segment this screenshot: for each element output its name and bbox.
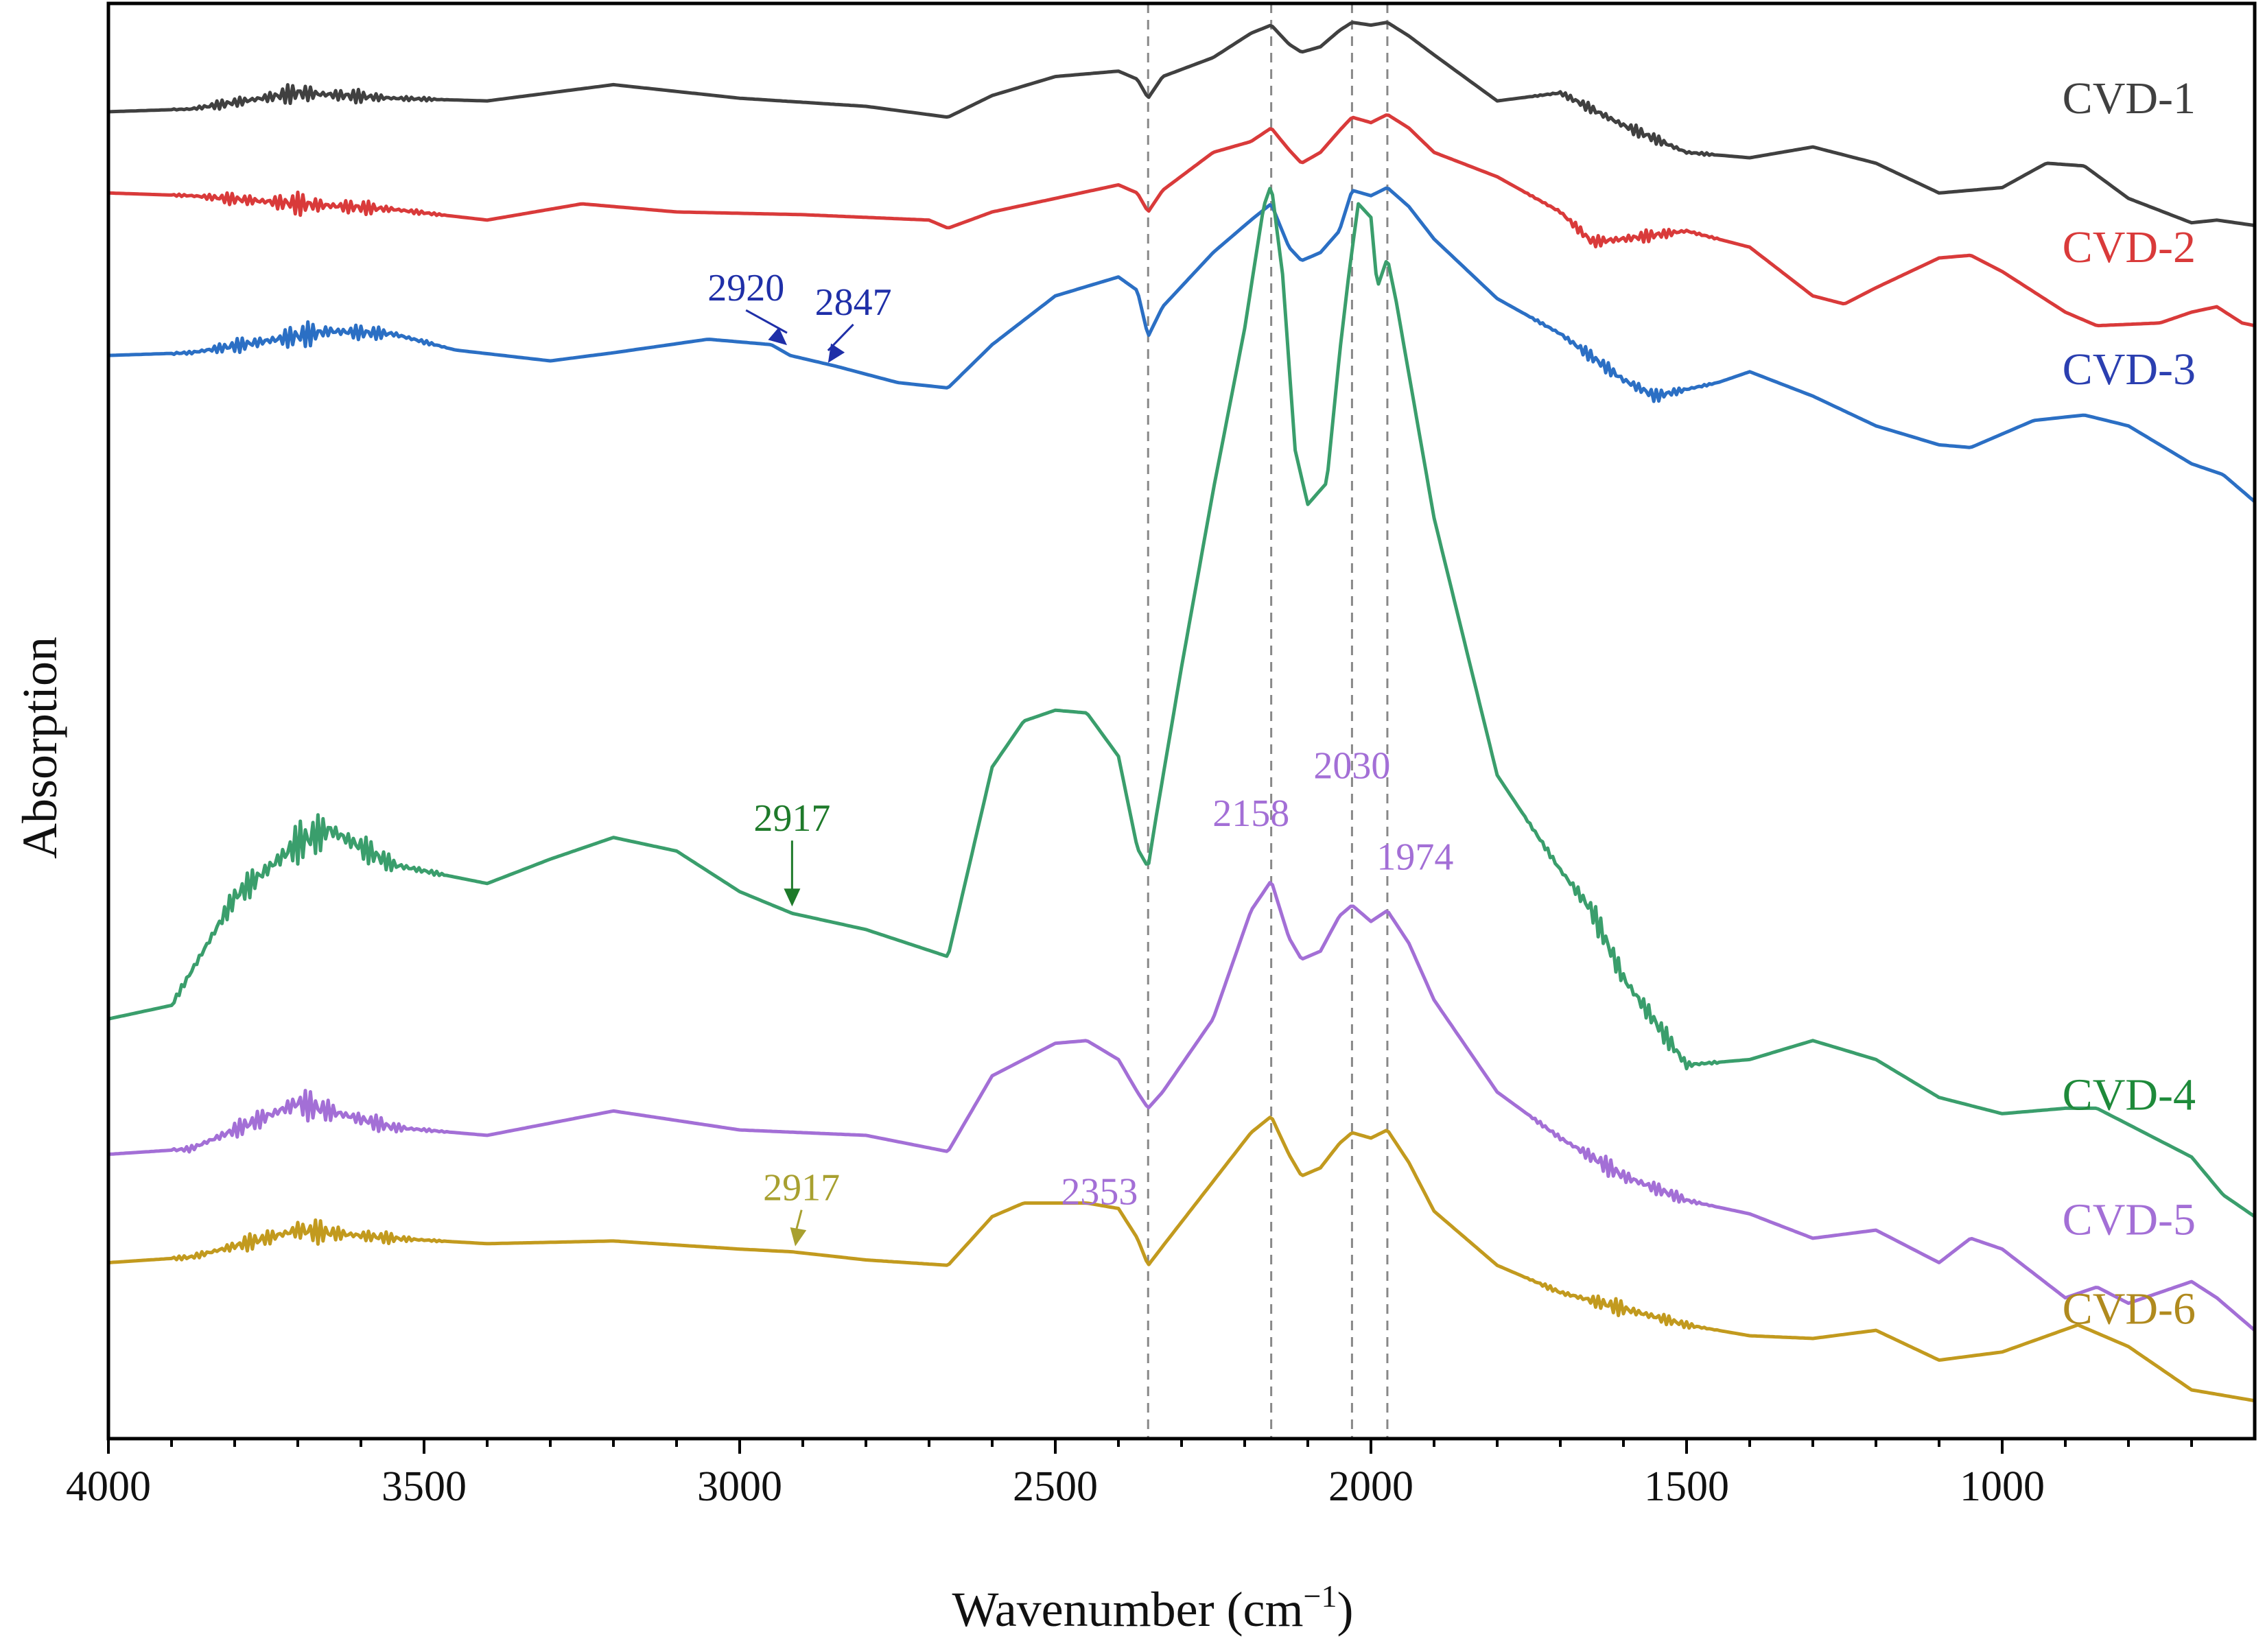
peak-annotations: 2920 2847 2917 2917 2158 2030 1974 2353 xyxy=(707,267,1453,1247)
x-tick-label-3000: 3000 xyxy=(697,1463,782,1510)
series-line-cvd-4 xyxy=(108,187,2256,1218)
x-tick-label-2000: 2000 xyxy=(1328,1463,1413,1510)
annotation-arrow-head xyxy=(768,327,787,346)
annotation-1974: 1974 xyxy=(1376,836,1453,878)
annotation-2030: 2030 xyxy=(1313,744,1390,787)
annotation-2917: 2917 xyxy=(753,797,830,840)
annotation-2353: 2353 xyxy=(1061,1170,1138,1213)
x-axis-title: Wavenumber (cm−1) xyxy=(952,1579,1354,1637)
series-label-cvd-5: CVD-5 xyxy=(2063,1194,2196,1244)
annotation-2847: 2847 xyxy=(815,281,892,324)
x-axis-ticks: 4000 3500 3000 2500 2000 1500 1000 xyxy=(66,1439,2193,1510)
series-line-cvd-5 xyxy=(108,881,2256,1332)
series-line-cvd-1 xyxy=(108,21,2255,228)
series-line-cvd-3 xyxy=(108,186,2256,504)
series-label-cvd-4: CVD-4 xyxy=(2063,1070,2196,1120)
x-tick-label-2500: 2500 xyxy=(1013,1463,1098,1510)
annotation-arrow-head xyxy=(790,1227,807,1247)
annotation-2917: 2917 xyxy=(763,1167,840,1210)
series-label-cvd-1: CVD-1 xyxy=(2063,73,2196,123)
annotation-2920: 2920 xyxy=(707,267,784,309)
series-label-cvd-2: CVD-2 xyxy=(2063,222,2196,272)
reference-lines xyxy=(1147,3,1389,1439)
annotation-arrow-head xyxy=(828,343,845,363)
annotation-arrow-head xyxy=(784,888,801,907)
series-labels: CVD-1 CVD-2 CVD-3 CVD-4 CVD-5 CVD-6 xyxy=(2063,73,2196,1334)
x-tick-label-1500: 1500 xyxy=(1644,1463,1729,1510)
annotation-arrow-shaft xyxy=(745,309,788,334)
series-label-cvd-6: CVD-6 xyxy=(2063,1284,2196,1334)
series-line-cvd-6 xyxy=(108,1116,2255,1403)
x-tick-label-4000: 4000 xyxy=(66,1463,151,1510)
spectra-traces xyxy=(108,21,2256,1403)
y-axis-title: Absorption xyxy=(12,637,67,859)
x-tick-label-3500: 3500 xyxy=(382,1463,467,1510)
series-label-cvd-3: CVD-3 xyxy=(2063,344,2196,394)
series-line-cvd-2 xyxy=(108,113,2255,328)
x-tick-label-1000: 1000 xyxy=(1960,1463,2045,1510)
annotation-2158: 2158 xyxy=(1212,792,1289,835)
